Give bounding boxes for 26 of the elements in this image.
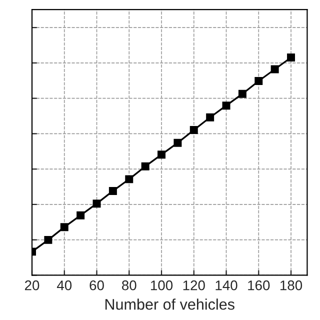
point xyxy=(222,102,230,110)
point xyxy=(174,138,182,147)
x-tick-label: 160 xyxy=(248,280,270,290)
point xyxy=(238,90,246,98)
point xyxy=(141,162,150,170)
point xyxy=(190,126,198,134)
x-tick-label: 80 xyxy=(122,280,136,290)
point xyxy=(125,175,134,184)
x-tick-label: 180 xyxy=(280,280,302,290)
point xyxy=(270,65,279,74)
x-tick-label: 120 xyxy=(183,280,205,290)
point xyxy=(287,54,296,62)
x-tick-label: 20 xyxy=(24,280,40,290)
point xyxy=(60,223,68,232)
point xyxy=(76,211,85,220)
x-tick-label: 100 xyxy=(150,280,173,290)
point xyxy=(158,150,166,159)
point xyxy=(206,113,214,122)
x-tick-label: 60 xyxy=(90,280,104,290)
point xyxy=(44,236,52,244)
point xyxy=(254,77,263,85)
x-tick-label: 40 xyxy=(56,280,72,290)
x-axis-title: Number of vehicles xyxy=(105,298,234,310)
point xyxy=(108,186,117,195)
point xyxy=(92,200,101,208)
x-tick-label: 140 xyxy=(216,280,238,290)
